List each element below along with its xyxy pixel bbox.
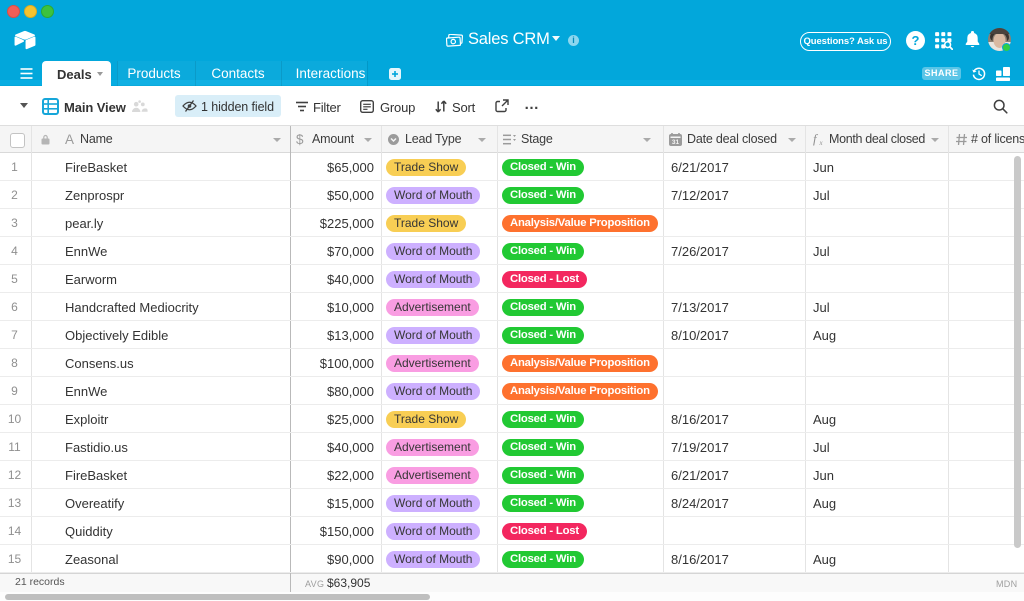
- svg-text:x: x: [819, 139, 824, 146]
- svg-text:f: f: [813, 132, 819, 146]
- svg-text:31: 31: [672, 139, 680, 146]
